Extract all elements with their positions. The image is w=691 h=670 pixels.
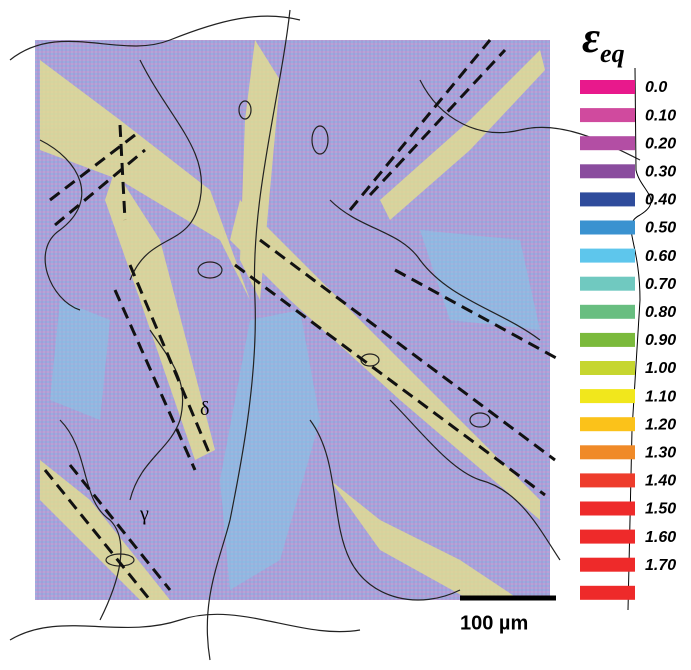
legend-swatch (580, 136, 635, 151)
legend-label: 0.50 (645, 220, 676, 237)
slip-band-lines (43, 39, 561, 601)
legend-label: 0.40 (645, 192, 676, 209)
high-strain-bands (40, 40, 545, 600)
scale-bar-label: 100 µm (460, 612, 528, 634)
gamma-label: γ (139, 503, 149, 525)
legend-swatch (580, 473, 635, 488)
legend-swatch (580, 304, 635, 319)
legend-swatch (580, 585, 635, 600)
legend-swatch (580, 361, 635, 375)
legend-label: 1.30 (645, 445, 676, 462)
legend-title-symbol: ε (582, 13, 600, 62)
legend-swatch (580, 389, 635, 404)
legend-label: 1.10 (645, 388, 676, 405)
legend-label: 0.70 (645, 276, 676, 293)
delta-label: δ (200, 398, 209, 420)
legend-swatch (580, 276, 635, 291)
legend: εeq 0.0 0.10 0.20 0.30 0.40 0.50 0.60 0.70 0.80 0… (580, 13, 676, 611)
legend-label: 0.30 (645, 164, 676, 181)
legend-title-subscript: eq (600, 39, 625, 68)
legend-swatch (580, 220, 635, 235)
legend-swatch (580, 248, 635, 263)
legend-label: 1.50 (645, 501, 676, 518)
scale-bar-bg (455, 608, 560, 638)
legend-label: 0.60 (645, 248, 676, 265)
legend-label: 0.80 (645, 304, 676, 321)
legend-label: 0.0 (645, 79, 667, 96)
phase-boundaries (9, 9, 641, 661)
legend-swatch (580, 108, 635, 123)
legend-swatch (580, 80, 635, 94)
legend-swatch (580, 557, 635, 572)
legend-title: εeq (582, 13, 625, 68)
strain-map: δ γ (9, 9, 641, 661)
legend-label: 0.20 (645, 135, 676, 152)
legend-swatch (580, 332, 635, 347)
legend-label: 1.00 (645, 360, 676, 377)
legend-swatch (580, 501, 635, 516)
legend-swatch (580, 417, 635, 432)
legend-label: 1.60 (645, 529, 676, 546)
legend-swatch (580, 529, 635, 544)
low-strain-patches (50, 230, 540, 590)
legend-label: 0.10 (645, 107, 676, 124)
legend-label: 1.70 (645, 557, 676, 574)
legend-swatch (580, 445, 635, 460)
legend-swatch (580, 164, 635, 179)
scale-bar: 100 µm (455, 595, 560, 638)
legend-label: 1.20 (645, 416, 676, 433)
legend-label: 0.90 (645, 332, 676, 349)
distribution-curve (627, 67, 652, 611)
legend-label: 1.40 (645, 473, 676, 490)
legend-swatch (580, 192, 635, 207)
